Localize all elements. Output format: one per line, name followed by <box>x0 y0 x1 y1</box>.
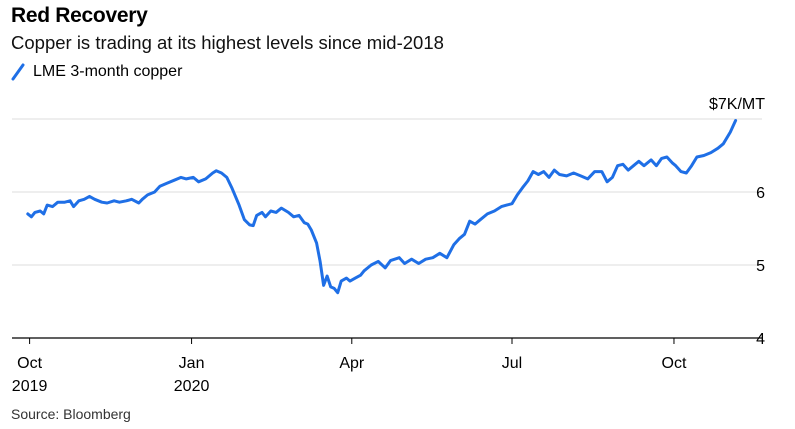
x-tick-label: Jan <box>179 355 205 372</box>
x-tick-sublabel: 2019 <box>12 378 48 395</box>
y-tick-label: 4 <box>756 331 765 348</box>
chart-title: Red Recovery <box>11 4 148 27</box>
x-tick-label: Apr <box>339 355 365 372</box>
x-tick-sublabel: 2020 <box>174 378 210 395</box>
series-line-lme-copper <box>26 119 738 295</box>
y-tick-label: 6 <box>756 185 765 202</box>
chart-legend: LME 3-month copper <box>11 63 182 81</box>
legend-label: LME 3-month copper <box>33 63 183 80</box>
x-tick-label: Jul <box>502 355 522 372</box>
y-tick-label: $7K/MT <box>709 96 765 113</box>
chart-subtitle: Copper is trading at its highest levels … <box>11 32 444 53</box>
y-tick-label: 5 <box>756 258 765 275</box>
source-note: Source: Bloomberg <box>11 406 131 422</box>
x-tick-label: Oct <box>17 355 42 372</box>
legend-line-swatch-icon <box>11 63 25 81</box>
x-tick-label: Oct <box>662 355 687 372</box>
